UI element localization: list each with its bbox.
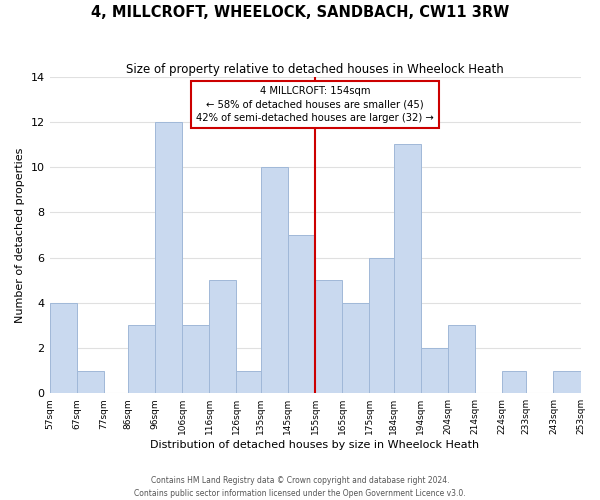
Bar	[128, 326, 155, 393]
Bar	[315, 280, 342, 393]
Bar	[553, 370, 581, 393]
Bar	[261, 167, 288, 393]
Bar	[342, 303, 369, 393]
Y-axis label: Number of detached properties: Number of detached properties	[15, 148, 25, 322]
Bar	[182, 326, 209, 393]
Bar	[394, 144, 421, 393]
Text: 4 MILLCROFT: 154sqm
← 58% of detached houses are smaller (45)
42% of semi-detach: 4 MILLCROFT: 154sqm ← 58% of detached ho…	[196, 86, 434, 122]
Bar	[369, 258, 394, 393]
Bar	[502, 370, 526, 393]
Bar	[155, 122, 182, 393]
Text: Contains HM Land Registry data © Crown copyright and database right 2024.
Contai: Contains HM Land Registry data © Crown c…	[134, 476, 466, 498]
Text: 4, MILLCROFT, WHEELOCK, SANDBACH, CW11 3RW: 4, MILLCROFT, WHEELOCK, SANDBACH, CW11 3…	[91, 5, 509, 20]
X-axis label: Distribution of detached houses by size in Wheelock Heath: Distribution of detached houses by size …	[151, 440, 479, 450]
Bar	[421, 348, 448, 393]
Bar	[288, 235, 315, 393]
Bar	[448, 326, 475, 393]
Bar	[50, 303, 77, 393]
Bar	[77, 370, 104, 393]
Bar	[209, 280, 236, 393]
Bar	[236, 370, 261, 393]
Title: Size of property relative to detached houses in Wheelock Heath: Size of property relative to detached ho…	[126, 62, 504, 76]
